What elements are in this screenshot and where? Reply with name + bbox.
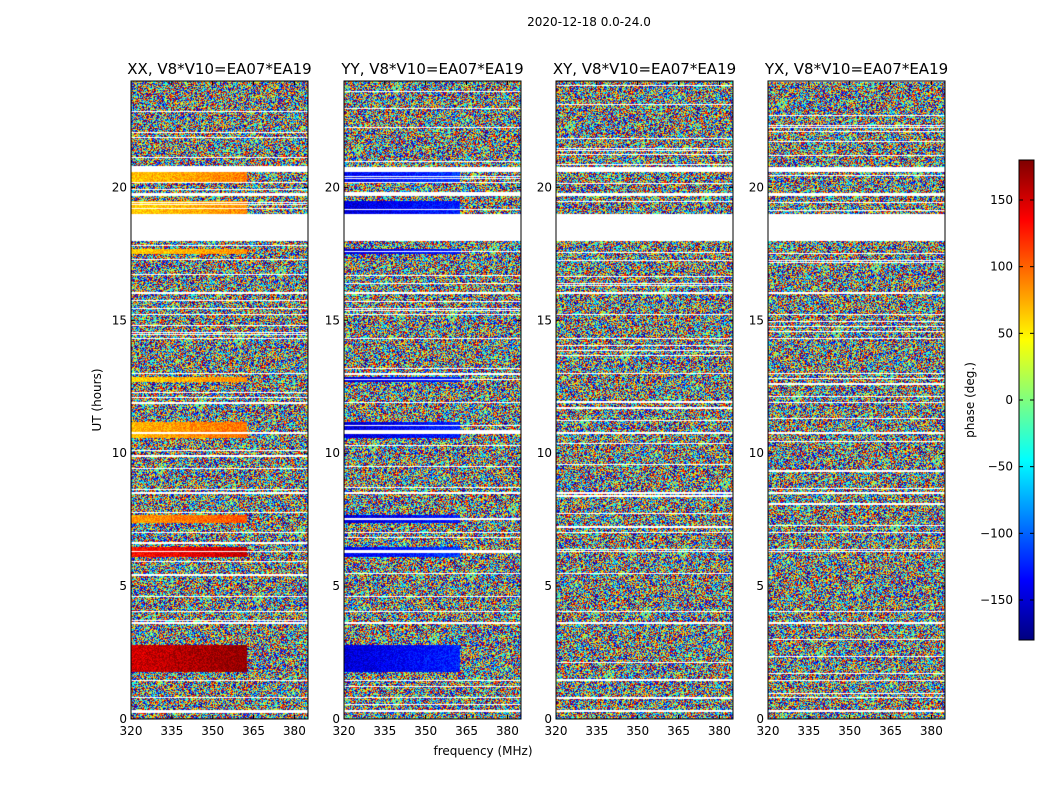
y-tick-label: 5	[119, 579, 127, 593]
x-tick-label: 380	[708, 724, 731, 738]
y-axis-label: UT (hours)	[90, 368, 104, 431]
x-tick-label: 365	[242, 724, 265, 738]
y-tick-label: 20	[749, 180, 764, 194]
panel-1: XX, V8*V10=EA07*EA19 320 335 350 365 380 0 5 10 1…	[112, 60, 312, 738]
x-tick-label: 380	[283, 724, 306, 738]
x-tick-label: 350	[414, 724, 437, 738]
panel-4: YX, V8*V10=EA07*EA19 320 335 350 365 380 0 5 10 1…	[749, 60, 948, 738]
y-tick-label: 15	[749, 313, 764, 327]
heatmap-image	[131, 81, 308, 719]
colorbar-tick-label: −150	[980, 593, 1013, 607]
x-tick-label: 320	[757, 724, 780, 738]
y-tick-label: 10	[749, 446, 764, 460]
colorbar-tick-label: 50	[998, 326, 1013, 340]
plot-frame	[767, 80, 946, 720]
x-tick-label: 380	[920, 724, 943, 738]
colorbar-tick-label: 150	[990, 193, 1013, 207]
panel-3: XY, V8*V10=EA07*EA19 320 335 350 365 380 0 5 10 1…	[537, 60, 736, 738]
plot-frame	[555, 80, 734, 720]
plot-frame	[343, 80, 522, 720]
x-tick-label: 320	[333, 724, 356, 738]
x-tick-label: 320	[120, 724, 143, 738]
y-tick-label: 5	[544, 579, 552, 593]
colorbar-tick-label: −100	[980, 526, 1013, 540]
panel-title: YX, V8*V10=EA07*EA19	[764, 60, 948, 78]
x-tick-label: 335	[160, 724, 183, 738]
y-tick-label: 0	[332, 712, 340, 726]
panel-2: YY, V8*V10=EA07*EA19 320 335 350 365 380 0 5 10 1…	[325, 60, 524, 738]
y-tick-label: 15	[112, 313, 127, 327]
x-tick-label: 365	[455, 724, 478, 738]
x-tick-label: 335	[797, 724, 820, 738]
y-tick-label: 5	[756, 579, 764, 593]
colorbar-tick-label: −50	[988, 460, 1013, 474]
y-tick-label: 10	[112, 446, 127, 460]
heatmap-image	[556, 81, 733, 719]
plot-frame	[130, 80, 309, 720]
y-tick-label: 0	[544, 712, 552, 726]
heatmap-image	[768, 81, 945, 719]
y-tick-label: 10	[537, 446, 552, 460]
panels-group: XX, V8*V10=EA07*EA19 320 335 350 365 380 0 5 10 1…	[112, 60, 948, 738]
x-axis-label: frequency (MHz)	[433, 744, 532, 758]
x-tick-label: 335	[373, 724, 396, 738]
x-tick-label: 350	[838, 724, 861, 738]
colorbar-tick-label: 0	[1005, 393, 1013, 407]
y-tick-label: 15	[537, 313, 552, 327]
y-tick-label: 20	[325, 180, 340, 194]
panel-title: YY, V8*V10=EA07*EA19	[340, 60, 523, 78]
colorbar-label: phase (deg.)	[963, 362, 977, 438]
y-tick-label: 10	[325, 446, 340, 460]
x-tick-label: 350	[626, 724, 649, 738]
x-tick-label: 380	[496, 724, 519, 738]
x-tick-label: 335	[585, 724, 608, 738]
y-tick-label: 15	[325, 313, 340, 327]
y-tick-label: 20	[112, 180, 127, 194]
y-tick-label: 0	[756, 712, 764, 726]
colorbar: −150 −100 −50 0 50 100 150	[980, 159, 1035, 641]
colorbar-tick-label: 100	[990, 260, 1013, 274]
y-tick-label: 20	[537, 180, 552, 194]
x-tick-label: 365	[667, 724, 690, 738]
panel-title: XX, V8*V10=EA07*EA19	[127, 60, 311, 78]
heatmap-image	[344, 81, 521, 719]
x-tick-label: 320	[545, 724, 568, 738]
x-tick-label: 365	[879, 724, 902, 738]
y-tick-label: 0	[119, 712, 127, 726]
x-tick-label: 350	[201, 724, 224, 738]
y-tick-label: 5	[332, 579, 340, 593]
figure-suptitle: 2020-12-18 0.0-24.0	[527, 15, 651, 29]
panel-title: XY, V8*V10=EA07*EA19	[553, 60, 736, 78]
